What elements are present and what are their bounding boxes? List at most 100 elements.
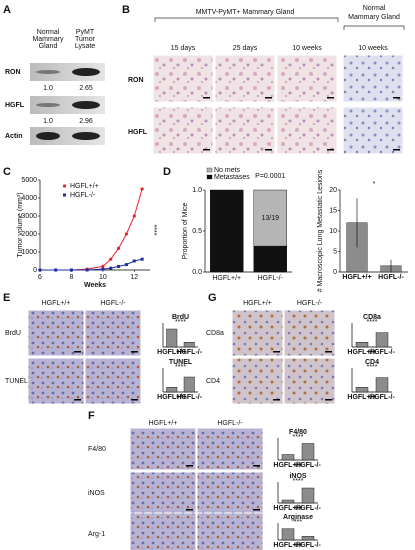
band (36, 103, 60, 107)
x-tick-label: HGFL-/- (295, 542, 321, 549)
x-tick-label: HGFL-/- (378, 274, 404, 281)
annotation: **** (175, 319, 186, 326)
y-tick-label: 5000 (21, 177, 37, 184)
scale-bar (253, 509, 260, 511)
chart-title: CD4 (365, 359, 379, 366)
bracket (154, 17, 339, 22)
micrograph (129, 512, 197, 550)
band (36, 70, 60, 74)
column-label: HGFL+/+ (149, 420, 178, 427)
data-point (101, 264, 105, 268)
chart-title: F4/80 (289, 429, 307, 436)
y-tick-label: 1000 (21, 249, 37, 256)
data-point (132, 214, 136, 218)
blot-header: PyMT (76, 29, 95, 36)
x-tick-label: HGFL-/- (176, 349, 202, 356)
micrograph (283, 309, 336, 357)
bar (281, 499, 295, 504)
micrograph (342, 106, 404, 155)
bar (281, 528, 295, 541)
scale-bar (186, 509, 193, 511)
blot-value: 1.0 (43, 118, 53, 125)
chart-title: BrdU (172, 314, 189, 321)
legend-swatch (206, 167, 213, 173)
data-point (124, 232, 129, 236)
bar (375, 332, 389, 348)
y-tick-label: 1.0 (192, 187, 202, 194)
annotation: P=0.0001 (255, 173, 285, 180)
annotation: **** (293, 434, 304, 441)
series-line (40, 188, 143, 271)
chart-title: Arginase (283, 514, 313, 521)
scale-bar (253, 465, 260, 467)
micrograph (196, 512, 264, 550)
scale-bar (327, 149, 334, 151)
scale-bar (393, 97, 400, 99)
panel-letter: A (3, 4, 11, 16)
row-label: F4/80 (88, 446, 106, 453)
x-tick-label: HGFL-/- (295, 462, 321, 469)
micrograph (214, 54, 276, 103)
bar (183, 342, 195, 348)
bar (301, 487, 315, 504)
y-tick-label: 15 (329, 207, 337, 214)
blot (30, 127, 105, 145)
row-label: BrdU (5, 330, 21, 337)
y-tick-label: 0.0 (192, 269, 202, 276)
micrograph (152, 106, 214, 155)
y-tick-label: 0 (333, 269, 337, 276)
blot-header: Gland (39, 43, 58, 50)
blot-header: Mammary (32, 36, 64, 43)
scale-bar (131, 399, 138, 401)
data-point (85, 268, 89, 272)
blot-value: 2.65 (79, 85, 93, 92)
scale-bar (325, 351, 332, 353)
bar (183, 376, 195, 393)
x-tick-label: HGFL+/+ (273, 542, 302, 549)
data-point (109, 266, 113, 270)
annotation: **** (175, 364, 186, 371)
x-tick-label: HGFL-/- (176, 394, 202, 401)
x-tick-label: 8 (69, 274, 73, 281)
panel-letter: E (3, 292, 10, 304)
blot (30, 63, 105, 81)
x-tick-label: HGFL-/- (295, 505, 321, 512)
x-tick-label: HGFL+/+ (157, 394, 186, 401)
bar-segment (253, 245, 287, 273)
x-tick-label: HGFL+/+ (347, 394, 376, 401)
blot-header: Tumor (75, 36, 96, 43)
data-point (109, 257, 113, 261)
y-tick-label: 20 (329, 187, 337, 194)
scale-bar (131, 351, 138, 353)
chart-title: iNOS (289, 473, 306, 480)
panel-title: Mammary Gland (348, 14, 400, 21)
micrograph (196, 427, 264, 471)
y-tick-label: 0.5 (192, 228, 202, 235)
y-tick-label: 5 (333, 248, 337, 255)
y-axis-label: Proportion of Mice (182, 202, 189, 259)
data-point (116, 246, 121, 250)
y-tick-label: 10 (329, 228, 337, 235)
micrograph (27, 357, 85, 405)
micrograph (342, 54, 404, 103)
micrograph (231, 357, 284, 405)
bar (166, 387, 178, 393)
row-label: Arg-1 (88, 531, 105, 538)
annotation: **** (367, 319, 378, 326)
data-point (132, 259, 136, 263)
data-point (38, 268, 42, 272)
data-point (101, 267, 105, 271)
legend-swatch (62, 184, 67, 188)
column-label: 15 days (171, 45, 196, 52)
column-label: 10 weeks (292, 45, 322, 52)
micrograph (196, 471, 264, 515)
micrograph (129, 471, 197, 515)
scale-bar (203, 149, 210, 151)
scale-bar (273, 399, 280, 401)
micrograph (152, 54, 214, 103)
panel-title: MMTV-PyMT+ Mammary Gland (196, 9, 295, 16)
y-tick-label: 3000 (21, 213, 37, 220)
chart-title: TUNEL (169, 359, 193, 366)
row-label: RON (128, 77, 144, 84)
legend-swatch (63, 193, 66, 197)
